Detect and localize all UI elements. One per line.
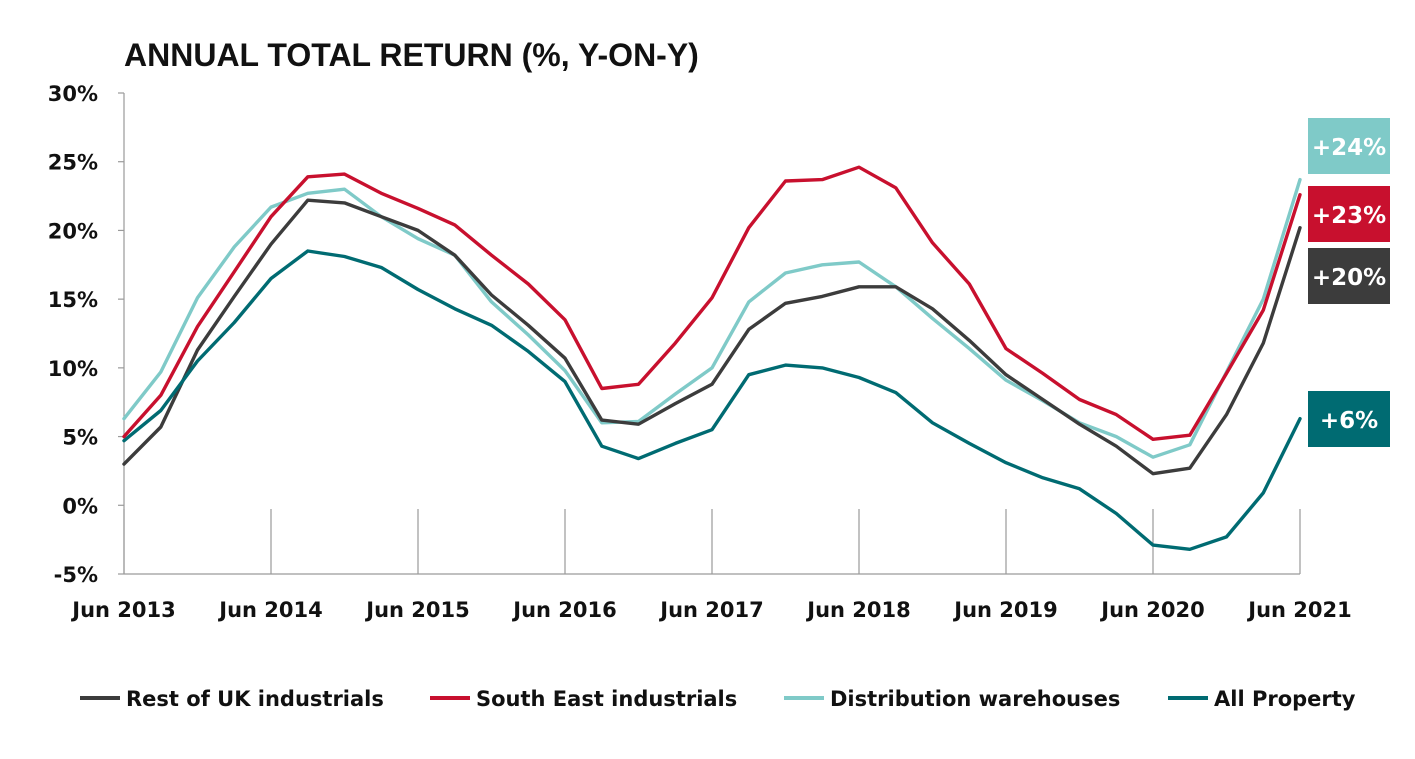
x-tick-labels: Jun 2013 Jun 2014 Jun 2015 Jun 2016 Jun 2017…: [70, 598, 1351, 622]
x-tick-label: Jun 2021: [1246, 598, 1351, 622]
end-label-background: [1308, 248, 1390, 304]
x-tick-label: Jun 2017: [658, 598, 763, 622]
legend-item: South East industrials: [430, 687, 737, 711]
y-tick-label: 20%: [48, 219, 98, 243]
x-tick-label: Jun 2016: [511, 598, 616, 622]
end-label-badge: +20%: [1308, 248, 1390, 304]
series-lines: [122, 165, 1302, 551]
x-tick-label: Jun 2018: [805, 598, 910, 622]
end-label-badge: +6%: [1308, 391, 1390, 447]
end-label-text: +20%: [1312, 265, 1386, 291]
y-tick-label: 25%: [48, 151, 98, 175]
chart-title: ANNUAL TOTAL RETURN (%, Y-ON-Y): [124, 37, 699, 73]
x-tick-label: Jun 2015: [364, 598, 469, 622]
y-tick-label: 30%: [48, 82, 98, 106]
x-tick-label: Jun 2013: [70, 598, 175, 622]
y-tick-label: 0%: [62, 494, 98, 518]
y-tick-label: 10%: [48, 357, 98, 381]
series-line-south-east-industrials: [122, 165, 1302, 441]
end-label-background: [1308, 391, 1390, 447]
y-tick-labels: 30% 25% 20% 15% 10% 5% 0% -5%: [48, 82, 98, 587]
x-tick-label: Jun 2020: [1099, 598, 1204, 622]
end-label-text: +23%: [1312, 203, 1386, 229]
legend-label: Rest of UK industrials: [126, 687, 384, 711]
y-tick-label: -5%: [54, 563, 98, 587]
series-line-rest-of-uk-industrials: [122, 198, 1302, 476]
end-label-text: +6%: [1320, 408, 1378, 434]
legend-item: All Property: [1168, 687, 1356, 711]
legend: Rest of UK industrials South East industr…: [80, 687, 1356, 711]
end-label-background: [1308, 118, 1390, 174]
x-tick-label: Jun 2014: [217, 598, 322, 622]
series-line-distribution-warehouses: [122, 177, 1302, 459]
legend-label: All Property: [1214, 687, 1356, 711]
end-label-badge: +23%: [1308, 186, 1390, 242]
end-label-text: +24%: [1312, 135, 1386, 161]
end-value-labels: +24% +23% +20% +6%: [1308, 118, 1390, 447]
x-tick-label: Jun 2019: [952, 598, 1057, 622]
legend-item: Distribution warehouses: [784, 687, 1120, 711]
legend-label: Distribution warehouses: [830, 687, 1120, 711]
end-label-background: [1308, 186, 1390, 242]
series-line-all-property: [122, 249, 1302, 551]
y-tick-label: 15%: [48, 288, 98, 312]
legend-label: South East industrials: [476, 687, 737, 711]
chart-axes: [118, 92, 1301, 575]
end-label-badge: +24%: [1308, 118, 1390, 174]
y-tick-label: 5%: [62, 426, 98, 450]
legend-item: Rest of UK industrials: [80, 687, 384, 711]
